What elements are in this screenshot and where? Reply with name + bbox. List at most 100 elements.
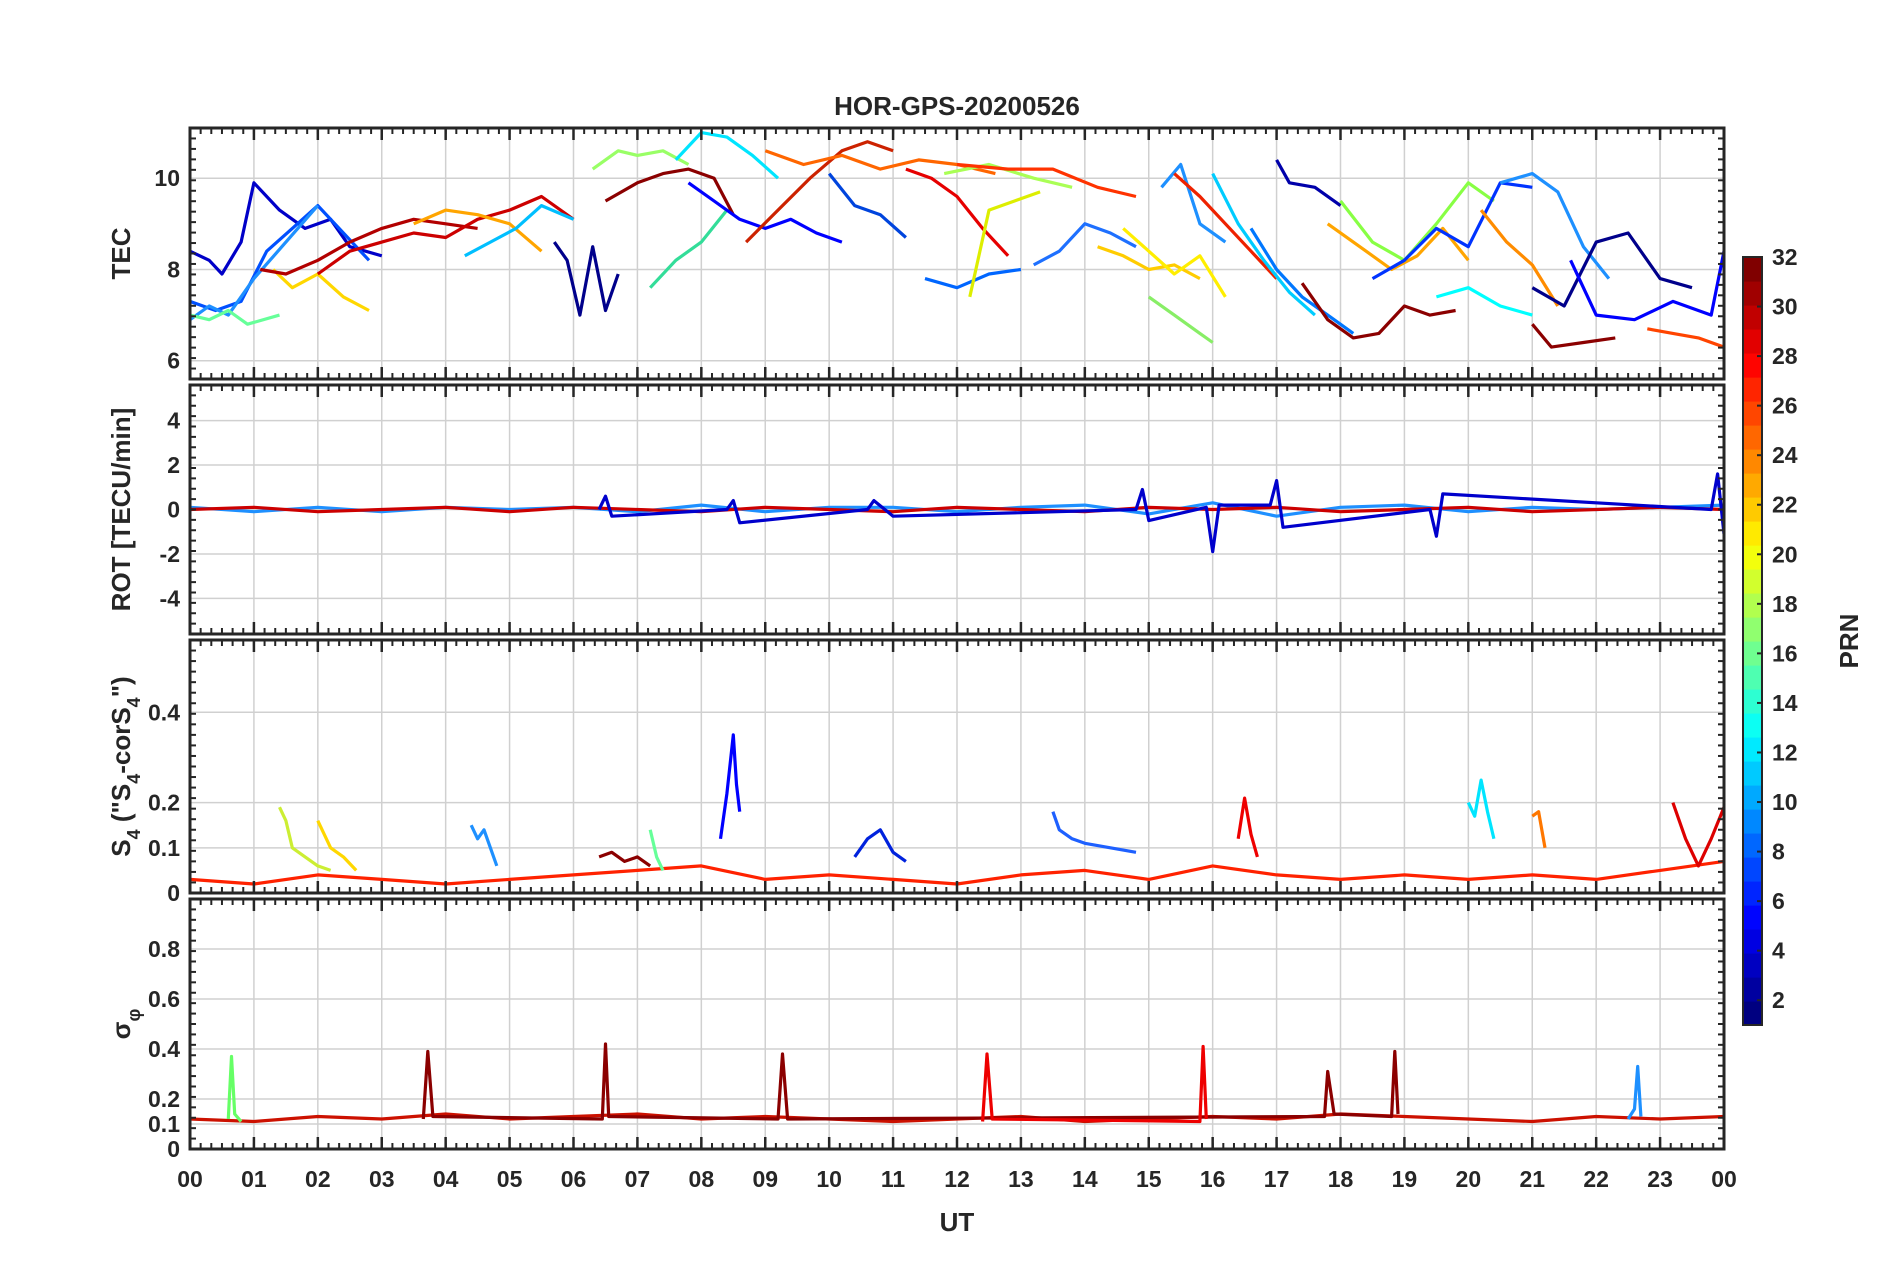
panel-sigma: 00.10.2 0.4 0.6 0.8 σφ — [106, 897, 1726, 1162]
colorbar-tick-label: 30 — [1772, 294, 1798, 320]
colorbar-tick-label: 4 — [1772, 938, 1785, 964]
series-line-s4-11 — [1531, 810, 1547, 849]
x-tick-label: 14 — [1072, 1166, 1098, 1192]
colorbar-segment — [1743, 953, 1762, 978]
series-line-tec-11 — [604, 167, 735, 216]
series-line-tec-2 — [190, 204, 320, 322]
series-line-tec-14 — [687, 181, 843, 244]
x-tick-label: 19 — [1392, 1166, 1418, 1192]
colorbar-tick-label: 24 — [1772, 442, 1798, 468]
colorbar-tick-label: 8 — [1772, 839, 1785, 865]
series-line-tec-32 — [1300, 282, 1456, 340]
chart-title: HOR-GPS-20200526 — [834, 91, 1080, 121]
series-line-tec-7 — [413, 208, 543, 253]
x-tick-label: 17 — [1264, 1166, 1290, 1192]
series-line-rot-2 — [597, 472, 1724, 554]
series-line-s4-3 — [469, 824, 499, 867]
colorbar-tick-label: 22 — [1772, 492, 1798, 518]
y-tick-label: 0.8 — [148, 936, 180, 962]
x-tick-label: 16 — [1200, 1166, 1226, 1192]
series-line-tec-28 — [1173, 172, 1278, 280]
x-tick-label: 02 — [305, 1166, 331, 1192]
x-tick-label: 23 — [1647, 1166, 1673, 1192]
series-line-tec-40 — [1531, 323, 1616, 349]
y-tick-label: 0.2 — [148, 790, 180, 816]
series-line-sigma-1 — [226, 1054, 243, 1123]
series-line-tec-29 — [1211, 172, 1316, 317]
y-tick-label: 8 — [167, 256, 180, 282]
series-line-s4-9 — [1236, 796, 1259, 858]
y-tick-label: 0.6 — [148, 986, 180, 1012]
colorbar-segment — [1743, 665, 1762, 690]
colorbar-segment — [1743, 329, 1762, 354]
series-line-tec-20 — [968, 190, 1041, 298]
x-tick-label: 15 — [1136, 1166, 1162, 1192]
series-line-tec-34 — [1339, 181, 1495, 262]
series-line-tec-26 — [1147, 295, 1214, 344]
y-tick-label: 0 — [167, 1136, 180, 1162]
series-line-tec-35 — [1371, 181, 1533, 280]
series-line-s4-7 — [853, 828, 907, 863]
x-tick-label: 01 — [241, 1166, 267, 1192]
series-line-tec-1 — [190, 204, 371, 313]
colorbar-tick-label: 10 — [1772, 789, 1798, 815]
x-tick-label: 04 — [433, 1166, 459, 1192]
y-tick-label: -2 — [160, 541, 180, 567]
series-line-tec-23 — [1032, 222, 1137, 267]
y-axis-label-s4: S4 ("S4-corS4") — [106, 676, 144, 856]
colorbar-segment — [1743, 641, 1762, 666]
colorbar-segment — [1743, 617, 1762, 642]
y-axis-label-tec: TEC — [106, 227, 136, 279]
colorbar-tick-label: 20 — [1772, 541, 1798, 567]
series-line-tec-15 — [744, 140, 894, 244]
series-line-tec-31 — [1249, 227, 1355, 335]
colorbar-segment — [1743, 377, 1762, 402]
series-line-sigma-2 — [421, 1042, 1400, 1121]
colorbar-label: PRN — [1834, 614, 1864, 669]
series-line-s4-2 — [316, 820, 358, 872]
series-line-s4-1 — [278, 806, 332, 872]
series-line-tec-27 — [1160, 162, 1227, 244]
colorbar-segment — [1743, 545, 1762, 570]
colorbar-segment — [1743, 881, 1762, 906]
y-axis-label-rot: ROT [TECU/min] — [106, 408, 136, 612]
x-tick-label: 08 — [689, 1166, 715, 1192]
colorbar-segment — [1743, 521, 1762, 546]
colorbar-segment — [1743, 569, 1762, 594]
colorbar-segment — [1743, 497, 1762, 522]
y-tick-label: 6 — [167, 348, 180, 374]
x-tick-label: 05 — [497, 1166, 523, 1192]
colorbar-segment — [1743, 689, 1762, 714]
panel-s4: 0 0.1 0.2 0.4S4 ("S4-corS4") — [106, 638, 1726, 906]
axes-frame — [188, 897, 1726, 1151]
x-tick-label: 03 — [369, 1166, 395, 1192]
series-line-s4-12 — [1671, 802, 1724, 868]
y-tick-label: 0 — [167, 880, 180, 906]
colorbar-segment — [1743, 353, 1762, 378]
colorbar-segment — [1743, 713, 1762, 738]
series-line-tec-10 — [591, 149, 690, 171]
x-tick-label: 11 — [881, 1166, 906, 1192]
colorbar-segment — [1743, 785, 1762, 810]
colorbar-segment — [1743, 737, 1762, 762]
colorbar-segment — [1743, 929, 1762, 954]
y-tick-label: 10 — [154, 165, 180, 191]
axes-frame — [188, 638, 1726, 895]
series-line-tec-42 — [1647, 327, 1724, 349]
series-line-s4-5 — [648, 829, 665, 872]
x-tick-label: 06 — [561, 1166, 587, 1192]
colorbar-tick-label: 14 — [1772, 690, 1798, 716]
colorbar-segment — [1743, 905, 1762, 930]
y-tick-label: 0.4 — [148, 1036, 180, 1062]
x-tick-label: 00 — [177, 1166, 203, 1192]
colorbar-segment — [1743, 305, 1762, 330]
colorbar-segment — [1743, 809, 1762, 834]
y-axis-label-sigma: σφ — [106, 1009, 144, 1040]
series-line-s4-6 — [718, 733, 742, 840]
panel-tec: 6 8 10 TEC — [106, 126, 1726, 381]
series-line-tec-37 — [1479, 209, 1560, 307]
axes-frame — [188, 383, 1726, 636]
series-line-tec-38 — [1499, 172, 1611, 280]
series-line-s4-8 — [1051, 811, 1137, 854]
